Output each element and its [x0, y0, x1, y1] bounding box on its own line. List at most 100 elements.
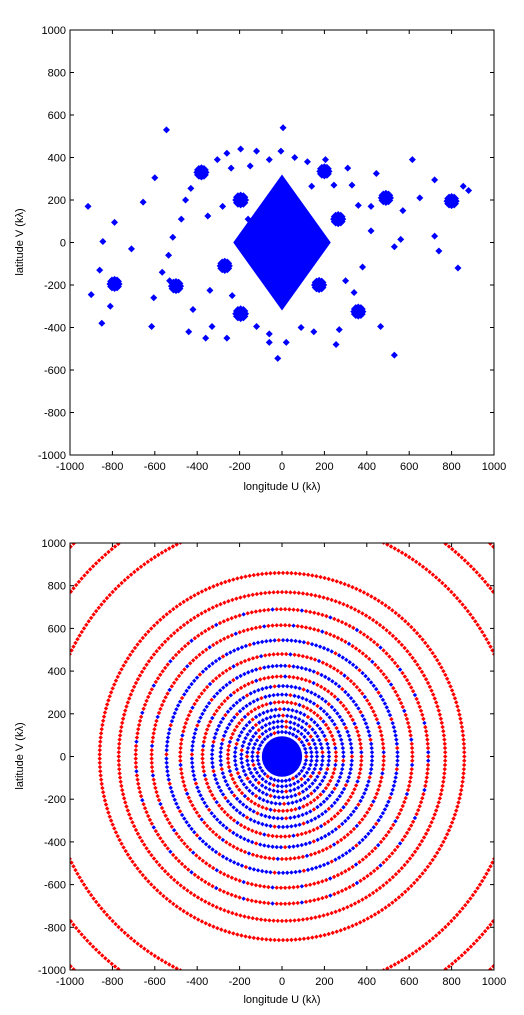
ring-point: [230, 910, 235, 916]
ring-point: [234, 784, 240, 789]
ring-point: [477, 573, 482, 578]
ring-point: [374, 686, 379, 692]
ring-point: [294, 734, 299, 739]
ring-point: [213, 849, 219, 855]
ring-point: [255, 868, 261, 873]
ring-point: [227, 828, 233, 833]
ring-point: [88, 892, 94, 898]
ring-point: [136, 726, 141, 732]
ring-point: [125, 808, 131, 813]
ring-point: [262, 771, 267, 777]
ring-point: [320, 879, 325, 884]
ring-point: [443, 835, 448, 841]
ring-point: [164, 764, 170, 770]
ring-point: [106, 549, 111, 555]
ring-point: [337, 775, 343, 780]
ring-point: [245, 627, 250, 633]
ring-point: [339, 637, 344, 642]
top-chart-x-tick-label: 0: [279, 461, 285, 473]
ring-point: [368, 637, 374, 642]
ring-point: [174, 904, 179, 909]
ring-point: [339, 619, 345, 625]
ring-point: [346, 733, 352, 738]
uv-point: [202, 334, 210, 342]
ring-point: [128, 692, 133, 697]
ring-point: [363, 854, 369, 860]
ring-point: [121, 663, 126, 668]
ring-point: [285, 794, 290, 800]
uv-point: [277, 147, 285, 155]
ring-point: [450, 547, 455, 552]
ring-point: [192, 915, 197, 920]
ring-point: [415, 846, 420, 851]
ring-point: [302, 727, 308, 733]
ring-point: [367, 733, 372, 738]
ring-point: [161, 698, 166, 704]
ring-point: [310, 770, 316, 776]
ring-point: [245, 711, 251, 717]
ring-point: [305, 793, 311, 799]
ring-point: [211, 584, 216, 589]
ring-point: [227, 930, 232, 935]
ring-point: [289, 824, 294, 829]
ring-point: [360, 817, 365, 822]
ring-point: [288, 590, 293, 595]
ring-point: [322, 821, 327, 827]
ring-point: [271, 590, 276, 595]
bottom-chart-y-label: latitude V (kλ): [14, 722, 26, 789]
ring-point: [488, 586, 493, 591]
ring-point: [309, 866, 315, 872]
ring-point: [249, 882, 255, 887]
ring-point: [456, 708, 461, 713]
ring-point: [309, 818, 314, 823]
ring-point: [315, 795, 320, 800]
ring-point: [309, 592, 314, 597]
ring-point: [133, 760, 139, 766]
ring-point: [412, 627, 417, 633]
ring-point: [168, 633, 174, 639]
ring-point: [377, 783, 382, 788]
ring-point: [378, 668, 384, 674]
ring-point: [424, 941, 429, 946]
ring-point: [403, 552, 408, 558]
ring-point: [343, 706, 349, 712]
ring-point: [272, 794, 277, 800]
ring-point: [235, 861, 241, 867]
ring-point: [93, 947, 99, 952]
ring-point: [308, 774, 313, 779]
top-chart-y-label: latitude V (kλ): [14, 208, 26, 275]
ring-point: [324, 613, 329, 619]
ring-point: [226, 909, 231, 914]
ring-point: [301, 936, 307, 941]
ring-point: [268, 823, 273, 829]
bottom-chart-y-tick-label: 800: [48, 581, 66, 593]
ring-point: [296, 813, 301, 819]
ring-point: [437, 577, 442, 583]
ring-point: [242, 714, 248, 720]
ring-point: [73, 640, 78, 646]
ring-point: [304, 787, 309, 792]
ring-point: [387, 630, 392, 636]
ring-point: [130, 649, 135, 654]
bottom-chart-y-tick-label: -800: [44, 922, 66, 934]
ring-point: [155, 793, 160, 799]
cluster-edge-point: [242, 194, 249, 201]
ring-point: [245, 750, 250, 755]
ring-point: [123, 848, 128, 854]
ring-point: [295, 779, 301, 784]
ring-point: [441, 733, 447, 738]
ring-point: [275, 789, 280, 794]
ring-point: [325, 596, 330, 601]
ring-point: [280, 870, 286, 876]
ring-point: [70, 648, 74, 653]
uv-point: [165, 251, 173, 259]
ring-point: [459, 787, 464, 793]
ring-point: [134, 773, 140, 778]
ring-point: [227, 786, 232, 791]
ring-point: [392, 962, 397, 967]
uv-point: [151, 174, 159, 182]
ring-point: [257, 712, 262, 717]
ring-point: [333, 762, 338, 768]
ring-point: [367, 775, 372, 780]
ring-point: [229, 892, 234, 898]
